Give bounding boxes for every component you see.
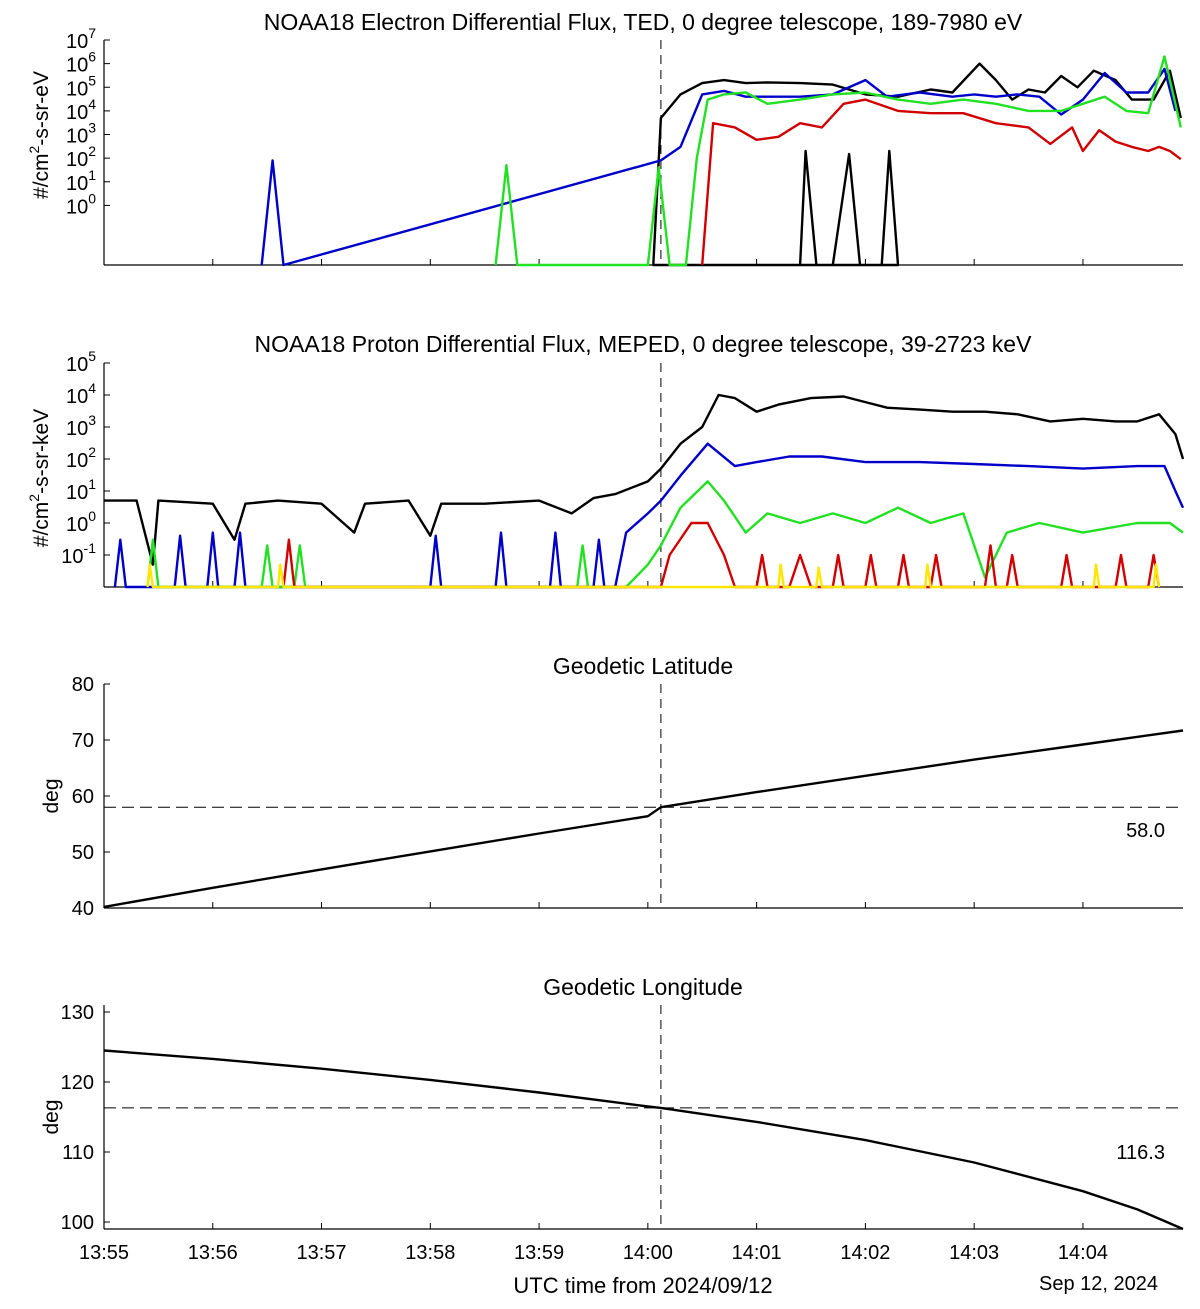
y-tick-label: 107 — [66, 25, 96, 53]
proton-y-axis-label: #/cm2-s-sr-keV — [26, 409, 53, 547]
longitude-y-axis-label: deg — [40, 1099, 63, 1134]
x-tick-label: 14:03 — [949, 1242, 999, 1264]
x-tick-label: 13:57 — [297, 1242, 347, 1264]
y-tick-label: 70 — [72, 730, 94, 752]
x-tick-label: 14:00 — [623, 1242, 673, 1264]
y-tick-label: 130 — [61, 1002, 94, 1024]
y-tick-label: 101 — [66, 476, 96, 504]
y-tick-label: 104 — [66, 96, 96, 124]
longitude-y-ticks: 100 110 120 130 — [61, 1002, 110, 1234]
series-line-black — [652, 62, 1182, 267]
electron-panel-title: NOAA18 Electron Differential Flux, TED, … — [264, 9, 1023, 35]
x-tick-label: 13:59 — [514, 1242, 564, 1264]
x-tick-label: 14:02 — [840, 1242, 890, 1264]
electron-flux-panel: NOAA18 Electron Differential Flux, TED, … — [26, 9, 1183, 267]
longitude-panel: Geodetic Longitude deg 100 110 120 130 116.… — [40, 974, 1184, 1234]
electron-y-axis-label: #/cm2-s-sr-eV — [26, 71, 53, 199]
y-tick-label: 80 — [72, 674, 94, 696]
x-tick-label: 14:01 — [732, 1242, 782, 1264]
x-tick-label: 13:58 — [405, 1242, 455, 1264]
x-tick-label: 13:55 — [79, 1242, 129, 1264]
y-tick-label: 102 — [66, 444, 96, 472]
proton-plot-area — [103, 363, 1185, 589]
y-tick-label: 10-1 — [61, 540, 96, 568]
series-line-green — [146, 480, 1184, 589]
y-tick-label: 50 — [72, 842, 94, 864]
latitude-y-ticks: 40 50 60 70 80 — [72, 674, 110, 920]
y-tick-label: 105 — [66, 348, 96, 376]
longitude-panel-title: Geodetic Longitude — [543, 974, 743, 1000]
latitude-y-axis-label: deg — [40, 778, 63, 813]
y-tick-label: 60 — [72, 786, 94, 808]
series-line-black — [103, 729, 1184, 909]
x-tick-label: 14:04 — [1058, 1242, 1108, 1264]
proton-panel-title: NOAA18 Proton Differential Flux, MEPED, … — [255, 331, 1033, 357]
latitude-panel: Geodetic Latitude deg 40 50 60 70 80 58.0 — [40, 653, 1184, 920]
y-tick-label: 100 — [61, 1212, 94, 1234]
y-tick-label: 110 — [62, 1142, 94, 1164]
y-tick-label: 100 — [66, 190, 96, 218]
electron-plot-area — [103, 40, 1183, 267]
proton-y-ticks: 10-1 100 101 102 103 104 105 — [61, 348, 110, 568]
y-tick-label: 100 — [66, 508, 96, 536]
latitude-reference-label: 58.0 — [1126, 820, 1165, 842]
y-tick-label: 40 — [72, 898, 94, 920]
series-line-red — [282, 521, 1161, 589]
x-axis-label: UTC time from 2024/09/12 — [513, 1273, 772, 1298]
longitude-reference-label: 116.3 — [1116, 1142, 1165, 1164]
series-line-yellow — [146, 563, 1161, 589]
y-tick-label: 102 — [66, 143, 96, 171]
y-tick-label: 106 — [66, 49, 96, 77]
y-tick-label: 101 — [66, 167, 96, 195]
latitude-panel-title: Geodetic Latitude — [553, 653, 733, 679]
x-tick-labels: 13:55 13:56 13:57 13:58 13:59 14:00 14:01 14:02… — [79, 1242, 1108, 1264]
latitude-plot-area — [103, 684, 1184, 909]
y-tick-label: 103 — [66, 412, 96, 440]
series-line-blue — [113, 442, 1185, 589]
y-tick-label: 103 — [66, 120, 96, 148]
series-line-black — [103, 1049, 1184, 1231]
series-line-black — [104, 393, 1185, 566]
x-tick-label: 13:56 — [188, 1242, 238, 1264]
date-label: Sep 12, 2024 — [1039, 1273, 1158, 1295]
y-tick-label: 105 — [66, 72, 96, 100]
series-line-red — [701, 98, 1182, 266]
y-tick-label: 120 — [61, 1072, 94, 1094]
proton-flux-panel: NOAA18 Proton Differential Flux, MEPED, … — [26, 331, 1185, 589]
longitude-plot-area — [103, 1005, 1184, 1231]
series-line-green — [494, 55, 1182, 267]
y-tick-label: 104 — [66, 380, 96, 408]
series-line-blue — [260, 67, 1177, 267]
